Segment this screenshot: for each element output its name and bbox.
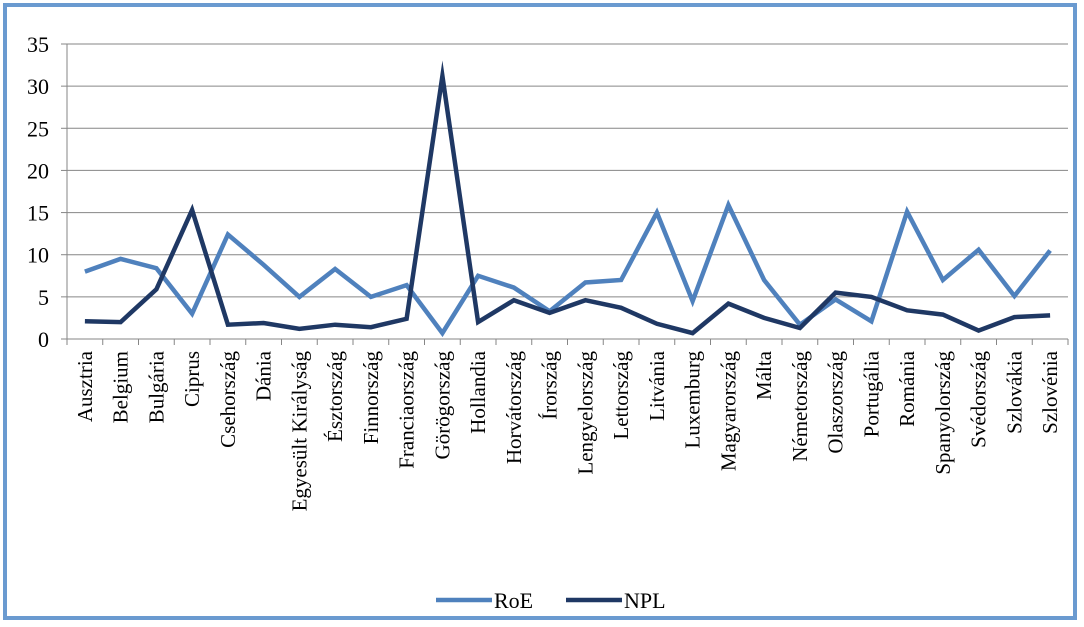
x-axis-tick-labels: Ausztria Belgium Bulgária Ciprus Csehország D… <box>66 339 1069 512</box>
x-tick-label: Románia <box>895 350 919 426</box>
legend-label-npl: NPL <box>624 588 666 613</box>
y-tick-label-20: 20 <box>27 158 49 183</box>
x-tick-label: Észtország <box>323 351 347 442</box>
x-tick-label: Bulgária <box>144 350 168 423</box>
x-tick-label: Luxemburg <box>681 351 705 449</box>
legend: RoE NPL <box>436 588 666 613</box>
x-tick-label: Lengyelország <box>573 351 597 475</box>
x-tick-label: Csehország <box>216 351 240 448</box>
x-tick-label: Portugália <box>859 350 883 437</box>
y-tick-label-25: 25 <box>27 116 49 141</box>
series-line-npl <box>84 60 1051 336</box>
y-tick-label-5: 5 <box>38 285 49 310</box>
x-tick-label: Magyarország <box>716 351 740 472</box>
x-tick-label: Dánia <box>252 350 276 401</box>
x-tick-label: Franciaország <box>395 351 419 469</box>
x-tick-label: Svédország <box>967 351 991 448</box>
x-tick-label: Egyesült Királyság <box>287 351 311 512</box>
x-tick-label: Litvánia <box>645 350 669 421</box>
series-line-roe <box>84 199 1052 338</box>
x-tick-label: Szlovénia <box>1038 350 1062 433</box>
x-tick-label: Belgium <box>109 351 133 423</box>
x-tick-label: Hollandia <box>466 350 490 433</box>
y-tick-label-0: 0 <box>38 327 49 352</box>
y-tick-label-10: 10 <box>27 243 49 268</box>
x-tick-label: Szlovákia <box>1002 350 1026 433</box>
gridlines <box>61 43 1068 340</box>
x-tick-label: Ausztria <box>73 350 97 422</box>
x-tick-label: Görögország <box>430 351 454 460</box>
y-tick-label-15: 15 <box>27 201 49 226</box>
x-tick-label: Lettország <box>609 351 633 440</box>
x-tick-label: Spanyolország <box>931 351 955 475</box>
x-tick-label: Ciprus <box>180 351 204 407</box>
x-tick-label: Írország <box>538 351 562 420</box>
x-tick-label: Finnország <box>359 351 383 445</box>
x-tick-label: Németország <box>788 351 812 462</box>
x-tick-label: Olaszország <box>824 351 848 454</box>
y-axis-tick-labels: 0 5 10 15 20 25 30 35 <box>27 32 49 352</box>
series-lines <box>84 60 1052 338</box>
y-tick-label-35: 35 <box>27 32 49 57</box>
y-tick-label-30: 30 <box>27 74 49 99</box>
x-tick-label: Horvátország <box>502 351 526 465</box>
legend-label-roe: RoE <box>494 588 533 613</box>
x-tick-label: Málta <box>752 350 776 400</box>
